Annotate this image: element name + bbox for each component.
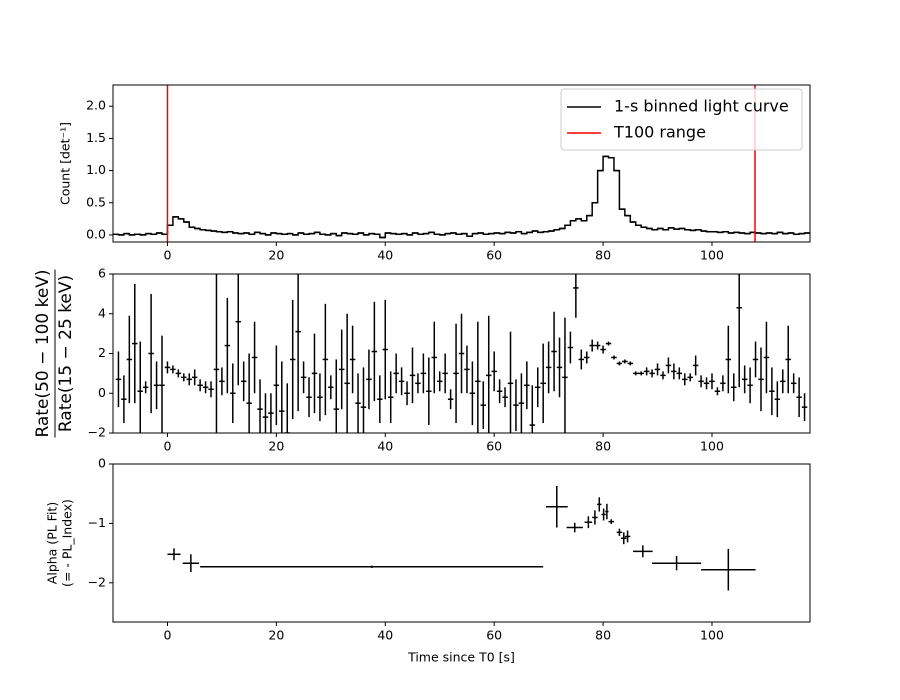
y-axis-label: Count [det⁻¹] <box>58 122 73 205</box>
x-tick-label: 20 <box>268 439 284 454</box>
y-tick-label: 0.0 <box>86 226 106 241</box>
x-tick-label: 100 <box>700 439 724 454</box>
x-tick-label: 100 <box>700 248 724 263</box>
x-tick-label: 0 <box>163 439 171 454</box>
plot-area <box>113 85 810 242</box>
x-tick-label: 40 <box>377 628 393 643</box>
y-tick-label: 0 <box>98 456 106 471</box>
y-axis-label-numerator: Rate(50 − 100 keV) <box>33 269 53 437</box>
y-tick-label: 2 <box>98 345 106 360</box>
y-tick-label: −2 <box>88 574 106 589</box>
x-tick-label: 100 <box>700 628 724 643</box>
axes-frame <box>112 463 811 623</box>
x-tick-label: 80 <box>595 628 611 643</box>
y-tick-label: 1.5 <box>86 130 106 145</box>
legend-label: 1-s binned light curve <box>614 97 789 116</box>
y-tick-label: −2 <box>88 425 106 440</box>
plot-area <box>115 274 808 433</box>
x-tick-label: 0 <box>163 248 171 263</box>
y-tick-label: 0.5 <box>86 194 106 209</box>
x-tick-label: 0 <box>163 628 171 643</box>
y-tick-label: 0 <box>98 385 106 400</box>
x-tick-label: 60 <box>486 439 502 454</box>
x-tick-label: 80 <box>595 439 611 454</box>
plot-area <box>167 485 756 591</box>
x-tick-label: 60 <box>486 628 502 643</box>
legend-label: T100 range <box>613 123 706 142</box>
y-tick-label: 4 <box>98 305 106 320</box>
x-tick-label: 60 <box>486 248 502 263</box>
y-tick-label: 2.0 <box>86 98 106 113</box>
x-tick-label: 80 <box>595 248 611 263</box>
x-tick-label: 40 <box>377 439 393 454</box>
y-tick-label: 6 <box>98 266 106 281</box>
axes-frame <box>112 273 811 434</box>
y-axis-label: Alpha (PL Fit) <box>45 502 60 584</box>
x-tick-label: 20 <box>268 628 284 643</box>
legend-box <box>560 88 803 151</box>
y-axis-label-denominator: Rate(15 − 25 keV) <box>56 275 76 432</box>
y-tick-label: −1 <box>88 515 106 530</box>
axes-frame <box>112 84 811 243</box>
x-tick-label: 20 <box>268 248 284 263</box>
x-tick-label: 40 <box>377 248 393 263</box>
y-axis-label: (= - PL_Index) <box>60 499 75 587</box>
y-tick-label: 1.0 <box>86 162 106 177</box>
x-axis-label: Time since T0 [s] <box>407 650 515 665</box>
